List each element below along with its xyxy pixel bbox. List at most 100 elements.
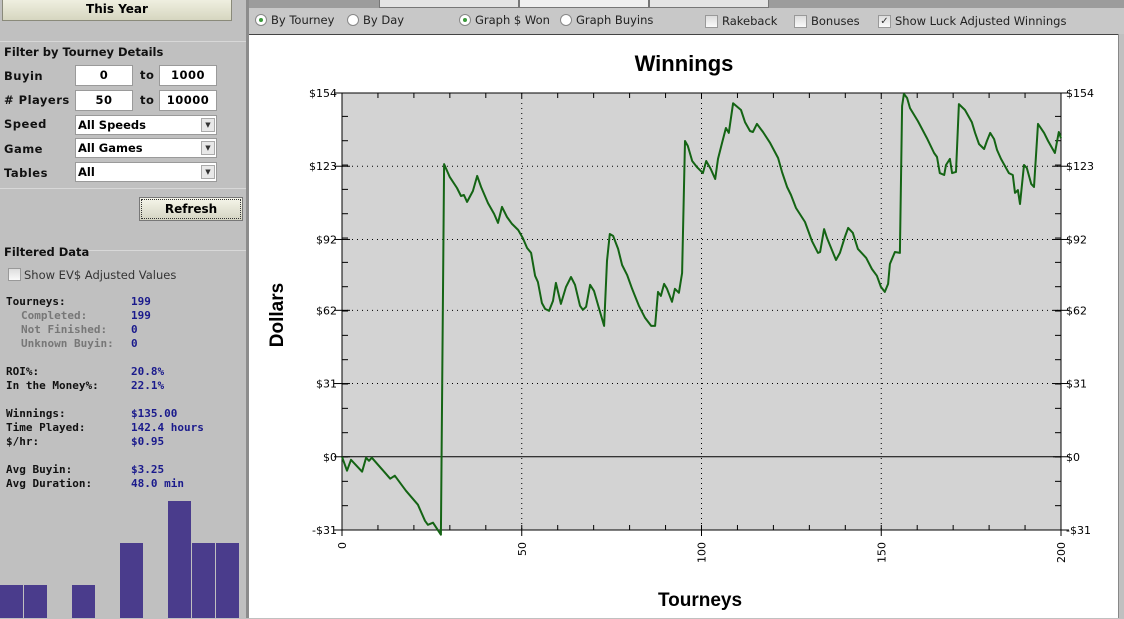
tables-value: All bbox=[78, 165, 95, 179]
graph-won-label: Graph $ Won bbox=[475, 13, 550, 27]
histogram-bar bbox=[120, 543, 143, 618]
by-day-label: By Day bbox=[363, 13, 405, 27]
rakeback-checkbox[interactable]: Rakeback bbox=[705, 14, 777, 28]
chevron-down-icon[interactable]: ▼ bbox=[201, 165, 215, 179]
tables-select[interactable]: All ▼ bbox=[75, 162, 217, 182]
players-label: # Players bbox=[4, 93, 70, 107]
speed-value: All Speeds bbox=[78, 118, 146, 132]
checkmark-icon: ✓ bbox=[878, 14, 891, 28]
histogram-bar bbox=[168, 501, 191, 618]
chevron-down-icon[interactable]: ▼ bbox=[201, 118, 215, 132]
graph-buyins-label: Graph Buyins bbox=[576, 13, 654, 27]
chevron-down-icon[interactable]: ▼ bbox=[201, 141, 215, 155]
y-tick-label: $62 bbox=[316, 304, 337, 317]
x-tick-label: 100 bbox=[696, 542, 709, 563]
stat-label: Tourneys: bbox=[6, 295, 66, 308]
y-tick-label: -$31 bbox=[312, 524, 337, 537]
y-tick-label-right: $31 bbox=[1066, 378, 1087, 391]
y-tick-label-right: $154 bbox=[1066, 87, 1094, 100]
by-day-radio[interactable]: By Day bbox=[347, 13, 404, 27]
histogram-bar bbox=[0, 585, 23, 618]
tab[interactable] bbox=[379, 0, 519, 8]
x-tick-label: 0 bbox=[336, 542, 349, 549]
by-tourney-label: By Tourney bbox=[271, 13, 335, 27]
window-edge bbox=[1118, 34, 1124, 618]
x-tick-label: 150 bbox=[875, 542, 888, 563]
y-tick-label: $123 bbox=[309, 160, 337, 173]
filter-section-title: Filter by Tourney Details bbox=[4, 45, 164, 59]
y-tick-label-right: $0 bbox=[1066, 451, 1080, 464]
radio-icon bbox=[459, 14, 471, 26]
y-tick-label: $92 bbox=[316, 233, 337, 246]
y-tick-label: $31 bbox=[316, 378, 337, 391]
bonuses-label: Bonuses bbox=[811, 14, 860, 28]
to-label: to bbox=[140, 93, 155, 107]
stat-label: Avg Duration: bbox=[6, 477, 93, 490]
chart-title: Winnings bbox=[635, 51, 734, 76]
ev-adjusted-checkbox[interactable] bbox=[8, 268, 21, 281]
players-min-input[interactable]: 50 bbox=[75, 90, 133, 111]
checkbox-icon bbox=[705, 14, 718, 28]
rakeback-label: Rakeback bbox=[722, 14, 778, 28]
checkbox-icon bbox=[794, 14, 807, 28]
graph-won-radio[interactable]: Graph $ Won bbox=[459, 13, 550, 27]
tab[interactable] bbox=[519, 0, 649, 8]
winnings-line bbox=[341, 92, 1062, 536]
this-year-button[interactable]: This Year bbox=[2, 0, 232, 21]
x-axis-label: Tourneys bbox=[658, 590, 742, 611]
top-tab-strip bbox=[249, 0, 1124, 8]
x-tick-label: 50 bbox=[516, 542, 529, 556]
buyin-max-input[interactable]: 1000 bbox=[159, 65, 217, 86]
tab[interactable] bbox=[649, 0, 769, 8]
stat-value: 199 bbox=[131, 295, 151, 308]
divider bbox=[0, 188, 246, 189]
stat-value: 0 bbox=[131, 323, 138, 336]
y-tick-label-right: $62 bbox=[1066, 304, 1087, 317]
histogram-bar bbox=[24, 585, 47, 618]
y-axis-label: Dollars bbox=[267, 283, 288, 347]
stat-value: 199 bbox=[131, 309, 151, 322]
x-tick-label: 200 bbox=[1055, 542, 1068, 563]
refresh-button[interactable]: Refresh bbox=[139, 197, 243, 221]
chart-panel: Winnings Tourneys Dollars $154 $154 $123 $1… bbox=[249, 34, 1118, 618]
stat-value: $135.00 bbox=[131, 407, 178, 420]
y-tick-label-right: -$31 bbox=[1066, 524, 1091, 537]
radio-icon bbox=[347, 14, 359, 26]
speed-select[interactable]: All Speeds ▼ bbox=[75, 115, 217, 135]
buyin-min-input[interactable]: 0 bbox=[75, 65, 133, 86]
ev-adjusted-label: Show EV$ Adjusted Values bbox=[24, 268, 177, 282]
players-max-input[interactable]: 10000 bbox=[159, 90, 217, 111]
radio-icon bbox=[560, 14, 572, 26]
y-tick-label-right: $92 bbox=[1066, 233, 1087, 246]
stat-label: Time Played: bbox=[6, 421, 86, 434]
winnings-chart: Winnings Tourneys Dollars $154 $154 $123 $1… bbox=[267, 51, 1094, 611]
stat-value: 22.1% bbox=[131, 379, 165, 392]
stat-label: Winnings: bbox=[6, 407, 66, 420]
by-tourney-radio[interactable]: By Tourney bbox=[255, 13, 334, 27]
luck-adjusted-label: Show Luck Adjusted Winnings bbox=[895, 14, 1067, 28]
stat-value: 142.4 hours bbox=[131, 421, 204, 434]
y-tick-label-right: $123 bbox=[1066, 160, 1094, 173]
tables-label: Tables bbox=[4, 166, 48, 180]
histogram-bar bbox=[72, 585, 95, 618]
filter-sidebar: This Year Filter by Tourney Details Buyi… bbox=[0, 0, 246, 618]
game-value: All Games bbox=[78, 141, 143, 155]
splitter[interactable] bbox=[246, 0, 249, 618]
y-tick-label: $154 bbox=[309, 87, 337, 100]
luck-adjusted-checkbox[interactable]: ✓ Show Luck Adjusted Winnings bbox=[878, 14, 1066, 28]
stat-label: Avg Buyin: bbox=[6, 463, 73, 476]
stat-value: 0 bbox=[131, 337, 138, 350]
to-label: to bbox=[140, 68, 155, 82]
stat-value: $0.95 bbox=[131, 435, 165, 448]
speed-label: Speed bbox=[4, 117, 47, 131]
stat-label: Completed: bbox=[21, 309, 88, 322]
stat-value: 20.8% bbox=[131, 365, 165, 378]
game-select[interactable]: All Games ▼ bbox=[75, 138, 217, 158]
stat-value: 48.0 min bbox=[131, 477, 184, 490]
radio-icon bbox=[255, 14, 267, 26]
stat-label: ROI%: bbox=[6, 365, 40, 378]
stat-label: In the Money%: bbox=[6, 379, 99, 392]
y-tick-label: $0 bbox=[323, 451, 337, 464]
graph-buyins-radio[interactable]: Graph Buyins bbox=[560, 13, 653, 27]
bonuses-checkbox[interactable]: Bonuses bbox=[794, 14, 860, 28]
